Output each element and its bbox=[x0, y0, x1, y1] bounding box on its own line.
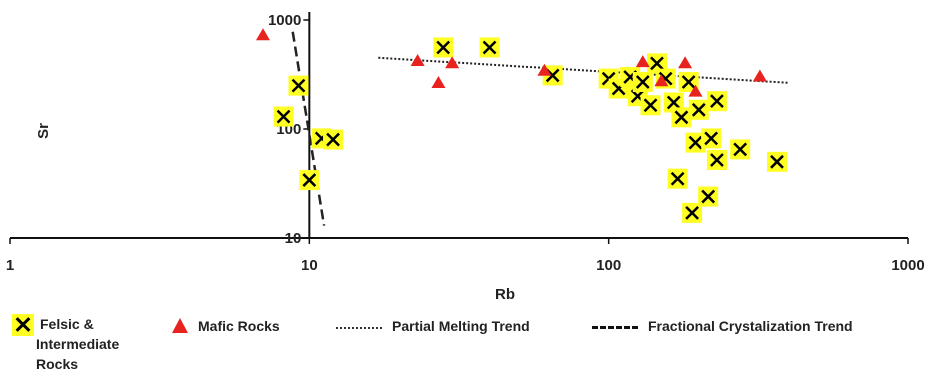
felsic-point-x2 bbox=[601, 71, 616, 86]
felsic-point-x2 bbox=[630, 89, 645, 104]
mafic-marker-icon bbox=[172, 318, 188, 333]
legend-felsic-line2: Intermediate bbox=[36, 336, 120, 352]
felsic-point bbox=[766, 151, 787, 172]
felsic-point-x2 bbox=[326, 132, 340, 147]
felsic-point-x2 bbox=[670, 171, 685, 186]
felsic-point-x2 bbox=[666, 95, 681, 110]
legend-partial-label: Partial Melting Trend bbox=[392, 318, 530, 334]
felsic-point-x2 bbox=[701, 189, 716, 204]
legend-partial-melting: Partial Melting Trend bbox=[336, 316, 530, 336]
x-tick-label: 10 bbox=[301, 257, 318, 274]
felsic-point bbox=[706, 91, 727, 112]
mafic-point bbox=[255, 28, 270, 41]
fractional-crystalization-trend-line bbox=[291, 31, 326, 226]
felsic-point-x2 bbox=[688, 135, 703, 150]
felsic-point-x2 bbox=[302, 173, 317, 187]
legend-mafic-label: Mafic Rocks bbox=[198, 318, 280, 334]
felsic-point bbox=[682, 202, 703, 223]
felsic-point bbox=[698, 186, 719, 207]
felsic-point-x2 bbox=[691, 102, 706, 117]
legend-mafic: Mafic Rocks bbox=[172, 316, 280, 336]
mafic-point bbox=[431, 75, 446, 88]
felsic-point-x2 bbox=[291, 78, 306, 93]
mafic-point bbox=[678, 56, 693, 69]
felsic-point-x2 bbox=[482, 40, 497, 55]
felsic-point bbox=[671, 107, 692, 128]
felsic-point-x2 bbox=[733, 142, 748, 157]
felsic-point-x2 bbox=[710, 94, 724, 109]
legend-fractional-label: Fractional Crystalization Trend bbox=[648, 318, 853, 334]
data-points bbox=[255, 28, 787, 223]
felsic-point bbox=[479, 37, 500, 58]
felsic-point bbox=[706, 149, 727, 170]
x-tick-label: 1000 bbox=[891, 257, 924, 274]
mafic-point bbox=[635, 55, 650, 68]
felsic-point-x2 bbox=[770, 154, 784, 169]
felsic-point bbox=[678, 71, 699, 92]
felsic-point bbox=[667, 168, 688, 189]
y-tick-label: 1000 bbox=[268, 12, 301, 29]
legend-felsic-line3: Rocks bbox=[36, 356, 79, 372]
felsic-point-x2 bbox=[635, 75, 650, 89]
felsic-point bbox=[273, 106, 294, 127]
felsic-point-x2 bbox=[436, 40, 451, 55]
mafic-point bbox=[688, 84, 703, 97]
felsic-point-x2 bbox=[710, 153, 724, 167]
dotted-line-icon bbox=[336, 327, 382, 329]
felsic-point-x2 bbox=[643, 98, 658, 113]
felsic-point-x2 bbox=[674, 110, 689, 125]
dashed-line-icon bbox=[592, 326, 638, 329]
felsic-point bbox=[730, 139, 751, 160]
x-axis-title: Rb bbox=[495, 286, 515, 303]
legend-felsic-line1: Felsic & bbox=[40, 316, 94, 332]
felsic-point-x2 bbox=[685, 205, 699, 220]
axes bbox=[9, 12, 909, 244]
felsic-point bbox=[299, 170, 320, 191]
felsic-marker-icon bbox=[12, 314, 34, 336]
mafic-point bbox=[654, 74, 669, 87]
partial-melting-trend-line bbox=[378, 56, 789, 84]
y-axis-title: Sr bbox=[35, 123, 52, 139]
felsic-point-x2 bbox=[650, 56, 664, 71]
legend-fractional: Fractional Crystalization Trend bbox=[592, 316, 853, 336]
felsic-point bbox=[632, 71, 653, 92]
felsic-point bbox=[640, 95, 661, 116]
felsic-point bbox=[646, 53, 667, 74]
felsic-point-x2 bbox=[681, 75, 696, 89]
legend-felsic: Felsic & Intermediate Rocks bbox=[12, 314, 150, 374]
felsic-point bbox=[701, 128, 722, 149]
felsic-point-x2 bbox=[545, 68, 560, 83]
felsic-point bbox=[688, 99, 709, 120]
x-tick-label: 100 bbox=[596, 257, 621, 274]
mafic-point bbox=[537, 63, 552, 76]
mafic-point bbox=[445, 56, 460, 69]
x-tick-label: 1 bbox=[6, 257, 14, 274]
felsic-point bbox=[433, 37, 454, 58]
felsic-point-x2 bbox=[276, 109, 291, 124]
y-tick-label: 10 bbox=[285, 230, 302, 247]
felsic-point-x2 bbox=[704, 131, 719, 146]
trend-lines bbox=[291, 31, 789, 226]
felsic-point bbox=[323, 129, 344, 150]
felsic-point bbox=[288, 75, 309, 96]
mafic-point bbox=[752, 69, 767, 82]
felsic-point bbox=[685, 132, 706, 153]
legend: Felsic & Intermediate Rocks Mafic Rocks … bbox=[0, 308, 929, 378]
mafic-point bbox=[410, 53, 425, 66]
